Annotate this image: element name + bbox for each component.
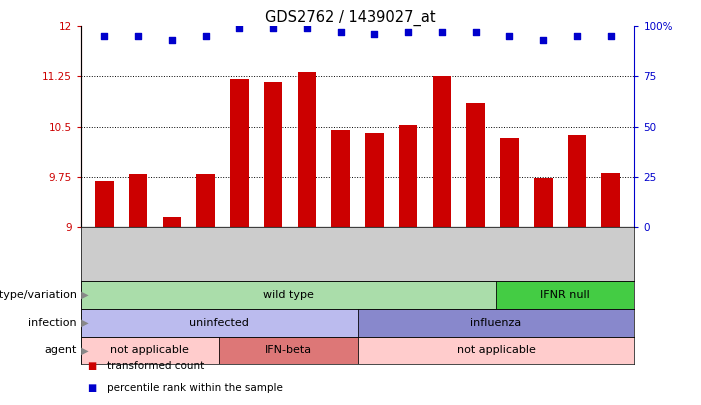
Point [166,37,177,44]
Bar [332,130,350,227]
Point [369,31,380,38]
Bar [129,174,147,227]
Bar [264,82,283,227]
Text: GDS2762 / 1439027_at: GDS2762 / 1439027_at [265,10,436,26]
Bar [601,173,620,227]
Text: uninfected: uninfected [189,318,249,328]
Point [504,33,515,40]
Text: ▶: ▶ [78,345,88,355]
Point [268,25,279,32]
Text: wild type: wild type [263,290,314,300]
Point [233,25,245,32]
Text: transformed count: transformed count [107,361,205,371]
Bar [433,77,451,227]
Text: agent: agent [45,345,77,355]
Bar [230,79,249,227]
Bar [196,174,215,227]
Text: ▶: ▶ [78,318,88,328]
Text: ■: ■ [88,361,97,371]
Text: percentile rank within the sample: percentile rank within the sample [107,384,283,393]
Point [436,29,447,36]
Bar [501,138,519,227]
Bar [358,337,634,364]
Bar [568,134,586,227]
Point [402,29,414,36]
Bar [163,217,181,227]
Bar [81,281,496,309]
Text: influenza: influenza [470,318,522,328]
Bar [534,178,552,227]
Point [335,29,346,36]
Point [99,33,110,40]
Text: genotype/variation: genotype/variation [0,290,77,300]
Bar [219,337,358,364]
Text: IFNR null: IFNR null [540,290,590,300]
Bar [496,281,634,309]
Point [605,33,616,40]
Text: not applicable: not applicable [456,345,536,355]
Point [470,29,482,36]
Point [132,33,144,40]
Bar [358,309,634,337]
Bar [297,72,316,227]
Text: ▶: ▶ [78,290,88,300]
Point [200,33,211,40]
Bar [466,103,485,227]
Text: IFN-beta: IFN-beta [265,345,312,355]
Point [571,33,583,40]
Bar [399,125,418,227]
Bar [81,309,358,337]
Text: ■: ■ [88,384,97,393]
Text: not applicable: not applicable [110,345,189,355]
Text: infection: infection [29,318,77,328]
Point [301,25,313,32]
Bar [365,133,383,227]
Point [538,37,549,44]
Bar [95,181,114,227]
Bar [81,337,219,364]
